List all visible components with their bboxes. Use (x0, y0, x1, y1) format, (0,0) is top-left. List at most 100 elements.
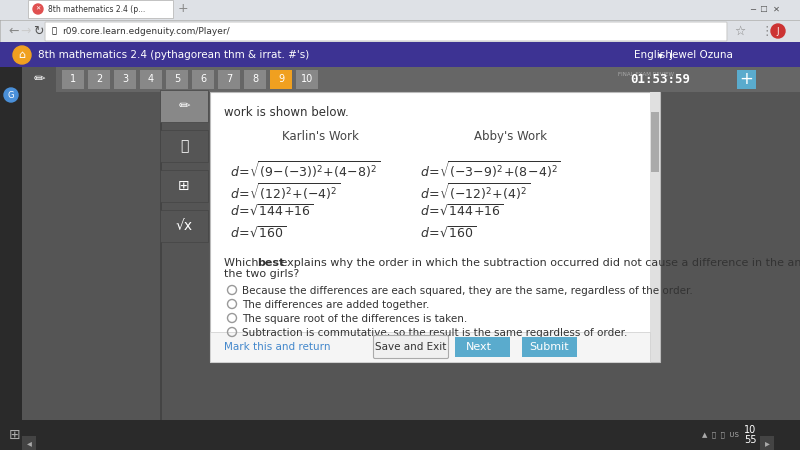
Text: FINAL EXAM REVIEW: FINAL EXAM REVIEW (618, 72, 674, 77)
Text: 10: 10 (301, 75, 313, 85)
Text: 8th mathematics 2.4 (p...: 8th mathematics 2.4 (p... (48, 4, 146, 13)
FancyBboxPatch shape (62, 70, 84, 89)
Text: $d\!=\!\sqrt{144\!+\!16}$: $d\!=\!\sqrt{144\!+\!16}$ (230, 204, 314, 219)
FancyBboxPatch shape (296, 70, 318, 89)
FancyBboxPatch shape (270, 70, 292, 89)
FancyBboxPatch shape (780, 67, 800, 92)
Text: ⊞: ⊞ (9, 428, 21, 442)
FancyBboxPatch shape (210, 332, 650, 362)
Text: 5: 5 (174, 75, 180, 85)
Text: ⊞: ⊞ (178, 179, 190, 193)
Text: 7: 7 (226, 75, 232, 85)
FancyBboxPatch shape (0, 67, 22, 450)
Circle shape (13, 46, 31, 64)
FancyBboxPatch shape (0, 0, 800, 20)
Text: $d\!=\!\sqrt{(12)^2\!+\!(-4)^2}$: $d\!=\!\sqrt{(12)^2\!+\!(-4)^2}$ (230, 182, 340, 203)
FancyBboxPatch shape (522, 337, 577, 357)
FancyBboxPatch shape (218, 70, 240, 89)
Circle shape (771, 24, 785, 38)
Text: J: J (777, 27, 779, 36)
Text: Subtraction is commutative, so the result is the same regardless of order.: Subtraction is commutative, so the resul… (242, 328, 627, 338)
FancyBboxPatch shape (22, 67, 682, 92)
Text: Karlin's Work: Karlin's Work (282, 130, 358, 143)
Polygon shape (502, 337, 510, 357)
Text: Next: Next (466, 342, 491, 352)
Text: 3: 3 (122, 75, 128, 85)
Text: the two girls?: the two girls? (224, 269, 299, 279)
Text: 1: 1 (70, 75, 76, 85)
Text: ⋮: ⋮ (760, 24, 773, 37)
Text: 🎧: 🎧 (180, 139, 188, 153)
Text: ◂: ◂ (26, 438, 31, 448)
FancyBboxPatch shape (682, 67, 800, 92)
Text: Abby's Work: Abby's Work (474, 130, 546, 143)
Text: Because the differences are each squared, they are the same, regardless of the o: Because the differences are each squared… (242, 286, 693, 296)
Text: Jewel Ozuna: Jewel Ozuna (670, 50, 734, 60)
Text: 01:53:59: 01:53:59 (630, 73, 690, 86)
Text: 8: 8 (252, 75, 258, 85)
Text: 8th mathematics 2.4 (pythagorean thm & irrat. #'s): 8th mathematics 2.4 (pythagorean thm & i… (38, 50, 310, 60)
Text: The square root of the differences is taken.: The square root of the differences is ta… (242, 314, 467, 324)
Text: $d\!=\!\sqrt{(-12)^2\!+\!(4)^2}$: $d\!=\!\sqrt{(-12)^2\!+\!(4)^2}$ (420, 182, 530, 203)
FancyBboxPatch shape (22, 67, 56, 92)
Text: $d\!=\!\sqrt{144\!+\!16}$: $d\!=\!\sqrt{144\!+\!16}$ (420, 204, 503, 219)
FancyBboxPatch shape (374, 336, 449, 359)
FancyBboxPatch shape (650, 92, 660, 362)
Text: ⌂: ⌂ (18, 50, 26, 60)
FancyBboxPatch shape (244, 70, 266, 89)
Text: ▾: ▾ (658, 50, 663, 60)
Text: $d\!=\!\sqrt{160}$: $d\!=\!\sqrt{160}$ (230, 226, 286, 241)
Text: 55: 55 (744, 435, 756, 445)
Text: Which: Which (224, 258, 262, 268)
Circle shape (4, 88, 18, 102)
FancyBboxPatch shape (160, 170, 208, 202)
FancyBboxPatch shape (160, 92, 162, 450)
FancyBboxPatch shape (192, 70, 214, 89)
Text: 🔒: 🔒 (52, 27, 57, 36)
Text: √x: √x (175, 219, 193, 233)
Text: +: + (739, 71, 754, 89)
Text: $d\!=\!\sqrt{(9\!-\!(-3))^2\!+\!(4\!-\!8)^2}$: $d\!=\!\sqrt{(9\!-\!(-3))^2\!+\!(4\!-\!8… (230, 160, 380, 181)
Text: Save and Exit: Save and Exit (375, 342, 446, 352)
FancyBboxPatch shape (0, 420, 800, 450)
Text: Submit: Submit (530, 342, 570, 352)
FancyBboxPatch shape (210, 362, 660, 450)
Text: 6: 6 (200, 75, 206, 85)
FancyBboxPatch shape (210, 92, 660, 362)
Text: Mark this and return: Mark this and return (224, 342, 330, 352)
Text: ✏: ✏ (33, 72, 45, 86)
Text: 10: 10 (744, 425, 756, 435)
Text: ←: ← (8, 24, 18, 37)
Text: ☆: ☆ (734, 24, 746, 37)
Text: ▲  📶  🔋  US: ▲ 📶 🔋 US (702, 432, 738, 438)
FancyBboxPatch shape (22, 436, 36, 450)
Text: ✕: ✕ (35, 6, 41, 12)
FancyBboxPatch shape (651, 112, 659, 172)
Text: ↻: ↻ (33, 24, 43, 37)
Text: 2: 2 (96, 75, 102, 85)
Text: 4: 4 (148, 75, 154, 85)
FancyBboxPatch shape (88, 70, 110, 89)
Text: →: → (20, 24, 30, 37)
FancyBboxPatch shape (160, 130, 208, 162)
Text: ─  ☐  ✕: ─ ☐ ✕ (750, 4, 780, 13)
FancyBboxPatch shape (160, 90, 208, 122)
Text: best: best (257, 258, 284, 268)
Circle shape (33, 4, 43, 14)
Text: English: English (634, 50, 672, 60)
FancyBboxPatch shape (737, 70, 756, 89)
Text: +: + (178, 3, 189, 15)
Text: G: G (8, 90, 14, 99)
Text: $d\!=\!\sqrt{160}$: $d\!=\!\sqrt{160}$ (420, 226, 476, 241)
Text: explains why the order in which the subtraction occurred did not cause a differe: explains why the order in which the subt… (277, 258, 800, 268)
FancyBboxPatch shape (760, 436, 774, 450)
Text: The differences are added together.: The differences are added together. (242, 300, 430, 310)
Text: 9: 9 (278, 75, 284, 85)
FancyBboxPatch shape (0, 42, 800, 67)
FancyBboxPatch shape (114, 70, 136, 89)
Text: $d\!=\!\sqrt{(-3\!-\!9)^2\!+\!(8\!-\!4)^2}$: $d\!=\!\sqrt{(-3\!-\!9)^2\!+\!(8\!-\!4)^… (420, 160, 561, 181)
FancyBboxPatch shape (45, 22, 727, 41)
FancyBboxPatch shape (160, 210, 208, 242)
FancyBboxPatch shape (455, 337, 510, 357)
FancyBboxPatch shape (166, 70, 188, 89)
